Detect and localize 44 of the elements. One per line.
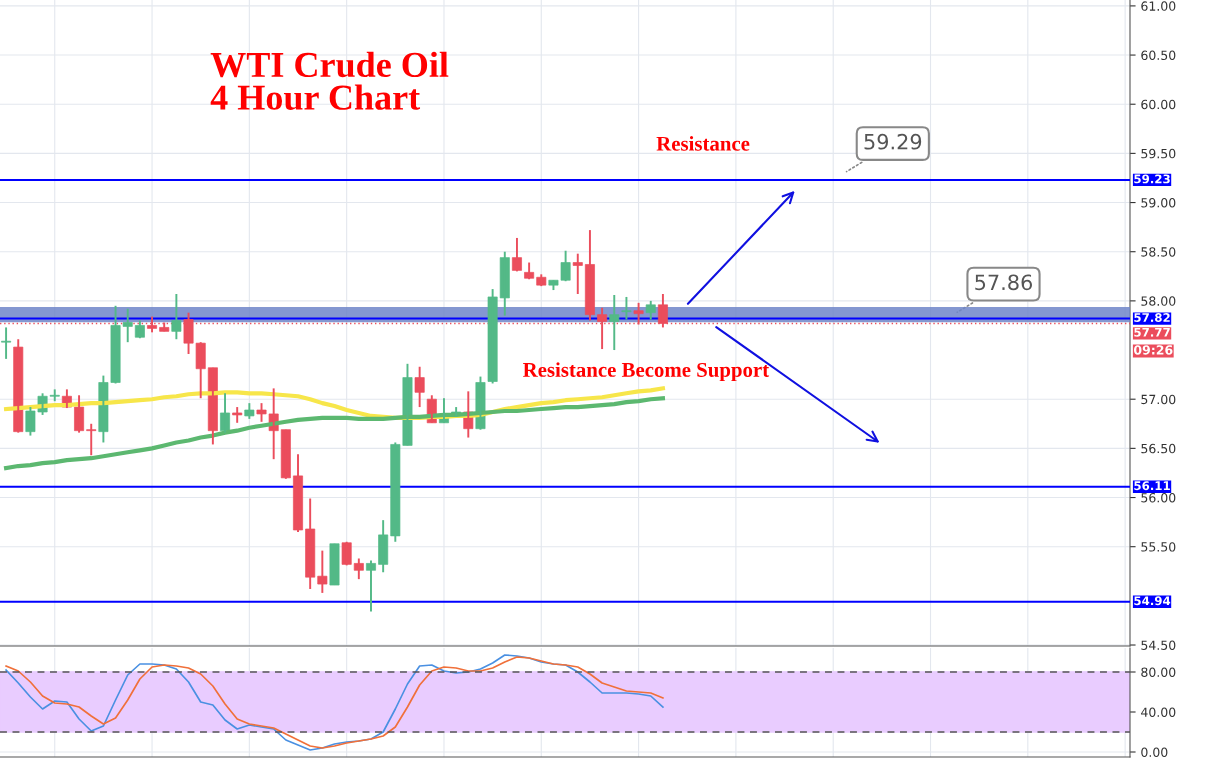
candlestick <box>572 252 583 295</box>
candlestick <box>487 288 498 385</box>
candlestick <box>621 295 632 321</box>
y-tick-label: 61.00 <box>1141 1 1176 11</box>
annotation: Resistance <box>656 136 750 151</box>
y-tick-label: 60.00 <box>1141 99 1176 110</box>
ref-line-label: 56.11 <box>1134 481 1170 491</box>
y-tick-label: 55.50 <box>1141 542 1176 552</box>
ref-line-label: 57.77 <box>1134 327 1170 337</box>
y-tick-label: 58.00 <box>1141 296 1176 306</box>
candlestick <box>317 549 328 594</box>
ref-line-label: 59.23 <box>1134 174 1170 184</box>
y-tick-label: 56.50 <box>1141 443 1176 454</box>
y-tick-label: 56.00 <box>1141 493 1176 503</box>
candlestick <box>1 326 12 360</box>
text: 57.86 <box>975 274 1033 291</box>
y-tick-label: 54.50 <box>1141 640 1176 650</box>
candlestick <box>536 273 547 288</box>
candlestick <box>414 365 425 409</box>
y-tick-label: 58.50 <box>1141 247 1176 257</box>
ref-line-label: 54.94 <box>1134 596 1171 606</box>
candlestick <box>159 321 170 333</box>
annotation: Resistance Become Support <box>522 362 770 382</box>
candlestick <box>329 542 340 587</box>
candlestick <box>232 406 243 424</box>
candlestick <box>609 294 620 352</box>
candlestick <box>341 540 352 567</box>
y-tick-label: 80.00 <box>1141 667 1176 677</box>
candlestick <box>645 299 656 321</box>
y-tick-label: 60.50 <box>1141 50 1176 60</box>
y-tick-label: 0.00 <box>1141 747 1168 757</box>
text: 09:26 <box>1133 345 1173 355</box>
candlestick <box>86 422 97 457</box>
y-tick-label: 40.00 <box>1141 707 1176 717</box>
y-tick-label: 57.00 <box>1141 394 1176 405</box>
text: WTI Crude Oil 4 Hour Chart <box>210 51 449 110</box>
text: 59.29 <box>864 133 922 150</box>
y-tick-label: 59.00 <box>1141 198 1176 208</box>
y-tick-label: 59.50 <box>1141 148 1176 159</box>
candlestick <box>244 402 255 420</box>
candlestick <box>171 293 182 341</box>
ref-line-label: 57.82 <box>1134 313 1170 322</box>
line-series <box>3 396 666 471</box>
candlestick <box>633 301 644 326</box>
